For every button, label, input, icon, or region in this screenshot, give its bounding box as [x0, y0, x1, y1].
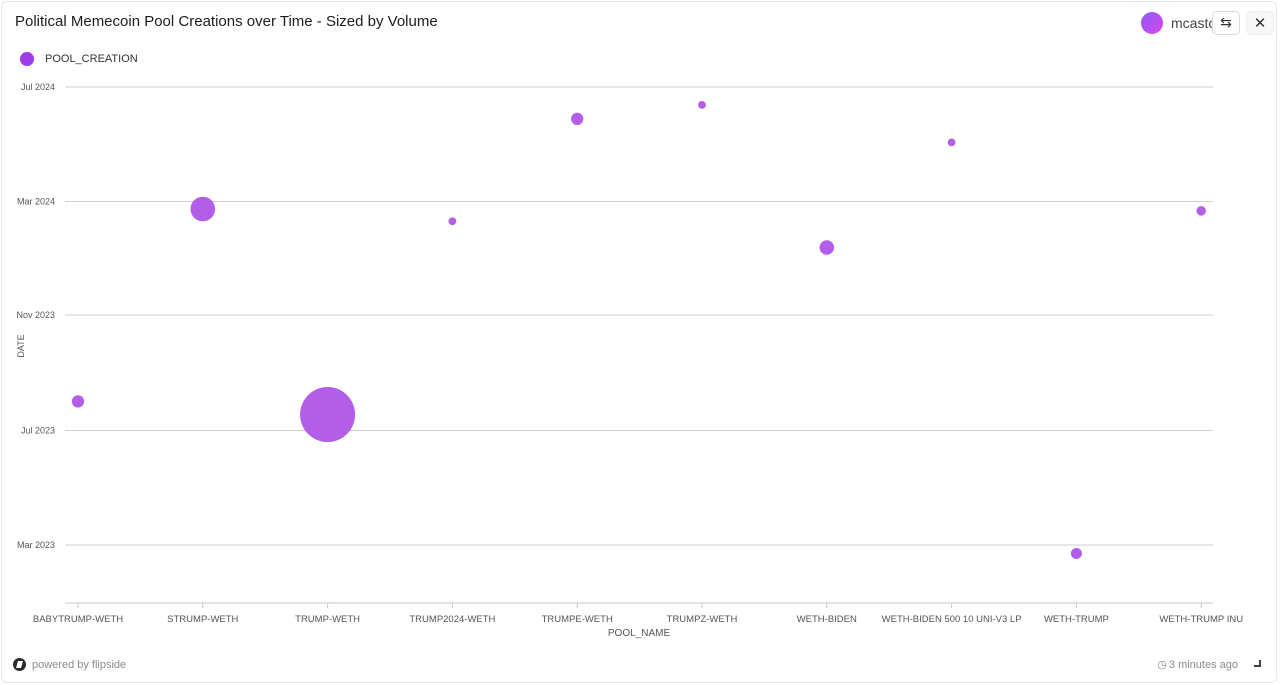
updated-text: 3 minutes ago — [1168, 658, 1238, 671]
x-tick-label: STRUMP-WETH — [167, 614, 238, 625]
y-axis-ticks: Mar 2023 Jul 2023 Nov 2023 Mar 2024 Jul 2024 — [16, 82, 55, 550]
x-tick-label: TRUMP2024-WETH — [409, 614, 495, 625]
y-tick-label: Mar 2023 — [17, 540, 55, 550]
user-avatar — [1141, 12, 1163, 34]
y-tick-label: Nov 2023 — [16, 310, 55, 320]
y-tick-label: Jul 2023 — [21, 426, 55, 436]
chart-legend: POOL_CREATION — [20, 52, 138, 66]
x-tick-label: WETH-BIDEN 500 10 UNI-V3 LP — [882, 614, 1022, 625]
powered-by[interactable]: powered by flipside — [13, 658, 126, 671]
close-icon[interactable]: ✕ — [1246, 11, 1274, 35]
bubble-trumpz-weth[interactable] — [698, 100, 706, 109]
x-axis-title: POOL_NAME — [608, 628, 671, 639]
x-tick-label: BABYTRUMP-WETH — [33, 614, 123, 625]
bubble-trump2024-weth[interactable] — [448, 217, 457, 226]
bubbles — [71, 100, 1206, 559]
legend-marker — [20, 52, 34, 66]
bubble-weth-trump[interactable] — [1070, 547, 1082, 559]
bubble-weth-trump-inu[interactable] — [1196, 206, 1206, 216]
bubble-weth-biden-500-10-uni-v3-lp[interactable] — [947, 138, 956, 147]
x-tick-label: WETH-BIDEN — [797, 614, 857, 625]
x-axis: BABYTRUMP-WETH STRUMP-WETH TRUMP-WETH TRUMP… — [33, 602, 1243, 625]
swap-arrows-icon[interactable]: ⇆ — [1212, 11, 1240, 35]
bubble-babytrump-weth[interactable] — [71, 395, 85, 408]
user-profile[interactable]: mcastc — [1141, 11, 1215, 35]
user-name: mcastc — [1171, 15, 1215, 31]
refresh-check-icon: ◷ — [1157, 658, 1167, 671]
y-tick-label: Mar 2024 — [17, 197, 55, 207]
bubble-strump-weth[interactable] — [190, 196, 216, 222]
powered-by-text: powered by flipside — [32, 658, 127, 671]
last-updated: ◷ 3 minutes ago — [1157, 658, 1238, 671]
legend-label[interactable]: POOL_CREATION — [45, 53, 138, 65]
x-tick-label: TRUMPE-WETH — [542, 614, 613, 625]
x-tick-label: TRUMP-WETH — [295, 614, 360, 625]
x-tick-label: WETH-TRUMP — [1044, 614, 1109, 625]
grid-lines — [65, 86, 1213, 546]
x-tick-label: TRUMPZ-WETH — [667, 614, 738, 625]
bubble-trumpe-weth[interactable] — [571, 112, 584, 126]
bubble-weth-biden[interactable] — [819, 240, 835, 255]
bubble-chart: Mar 2023 Jul 2023 Nov 2023 Mar 2024 Jul 2024… — [16, 82, 1243, 639]
x-tick-label: WETH-TRUMP INU — [1159, 614, 1243, 625]
y-axis-title: DATE — [16, 334, 26, 357]
resize-handle-icon[interactable] — [1254, 660, 1261, 667]
chart-title: Political Memecoin Pool Creations over T… — [15, 13, 438, 30]
y-tick-label: Jul 2024 — [21, 82, 55, 92]
bubble-trump-weth[interactable] — [300, 387, 356, 443]
flipside-logo-icon — [13, 658, 26, 671]
